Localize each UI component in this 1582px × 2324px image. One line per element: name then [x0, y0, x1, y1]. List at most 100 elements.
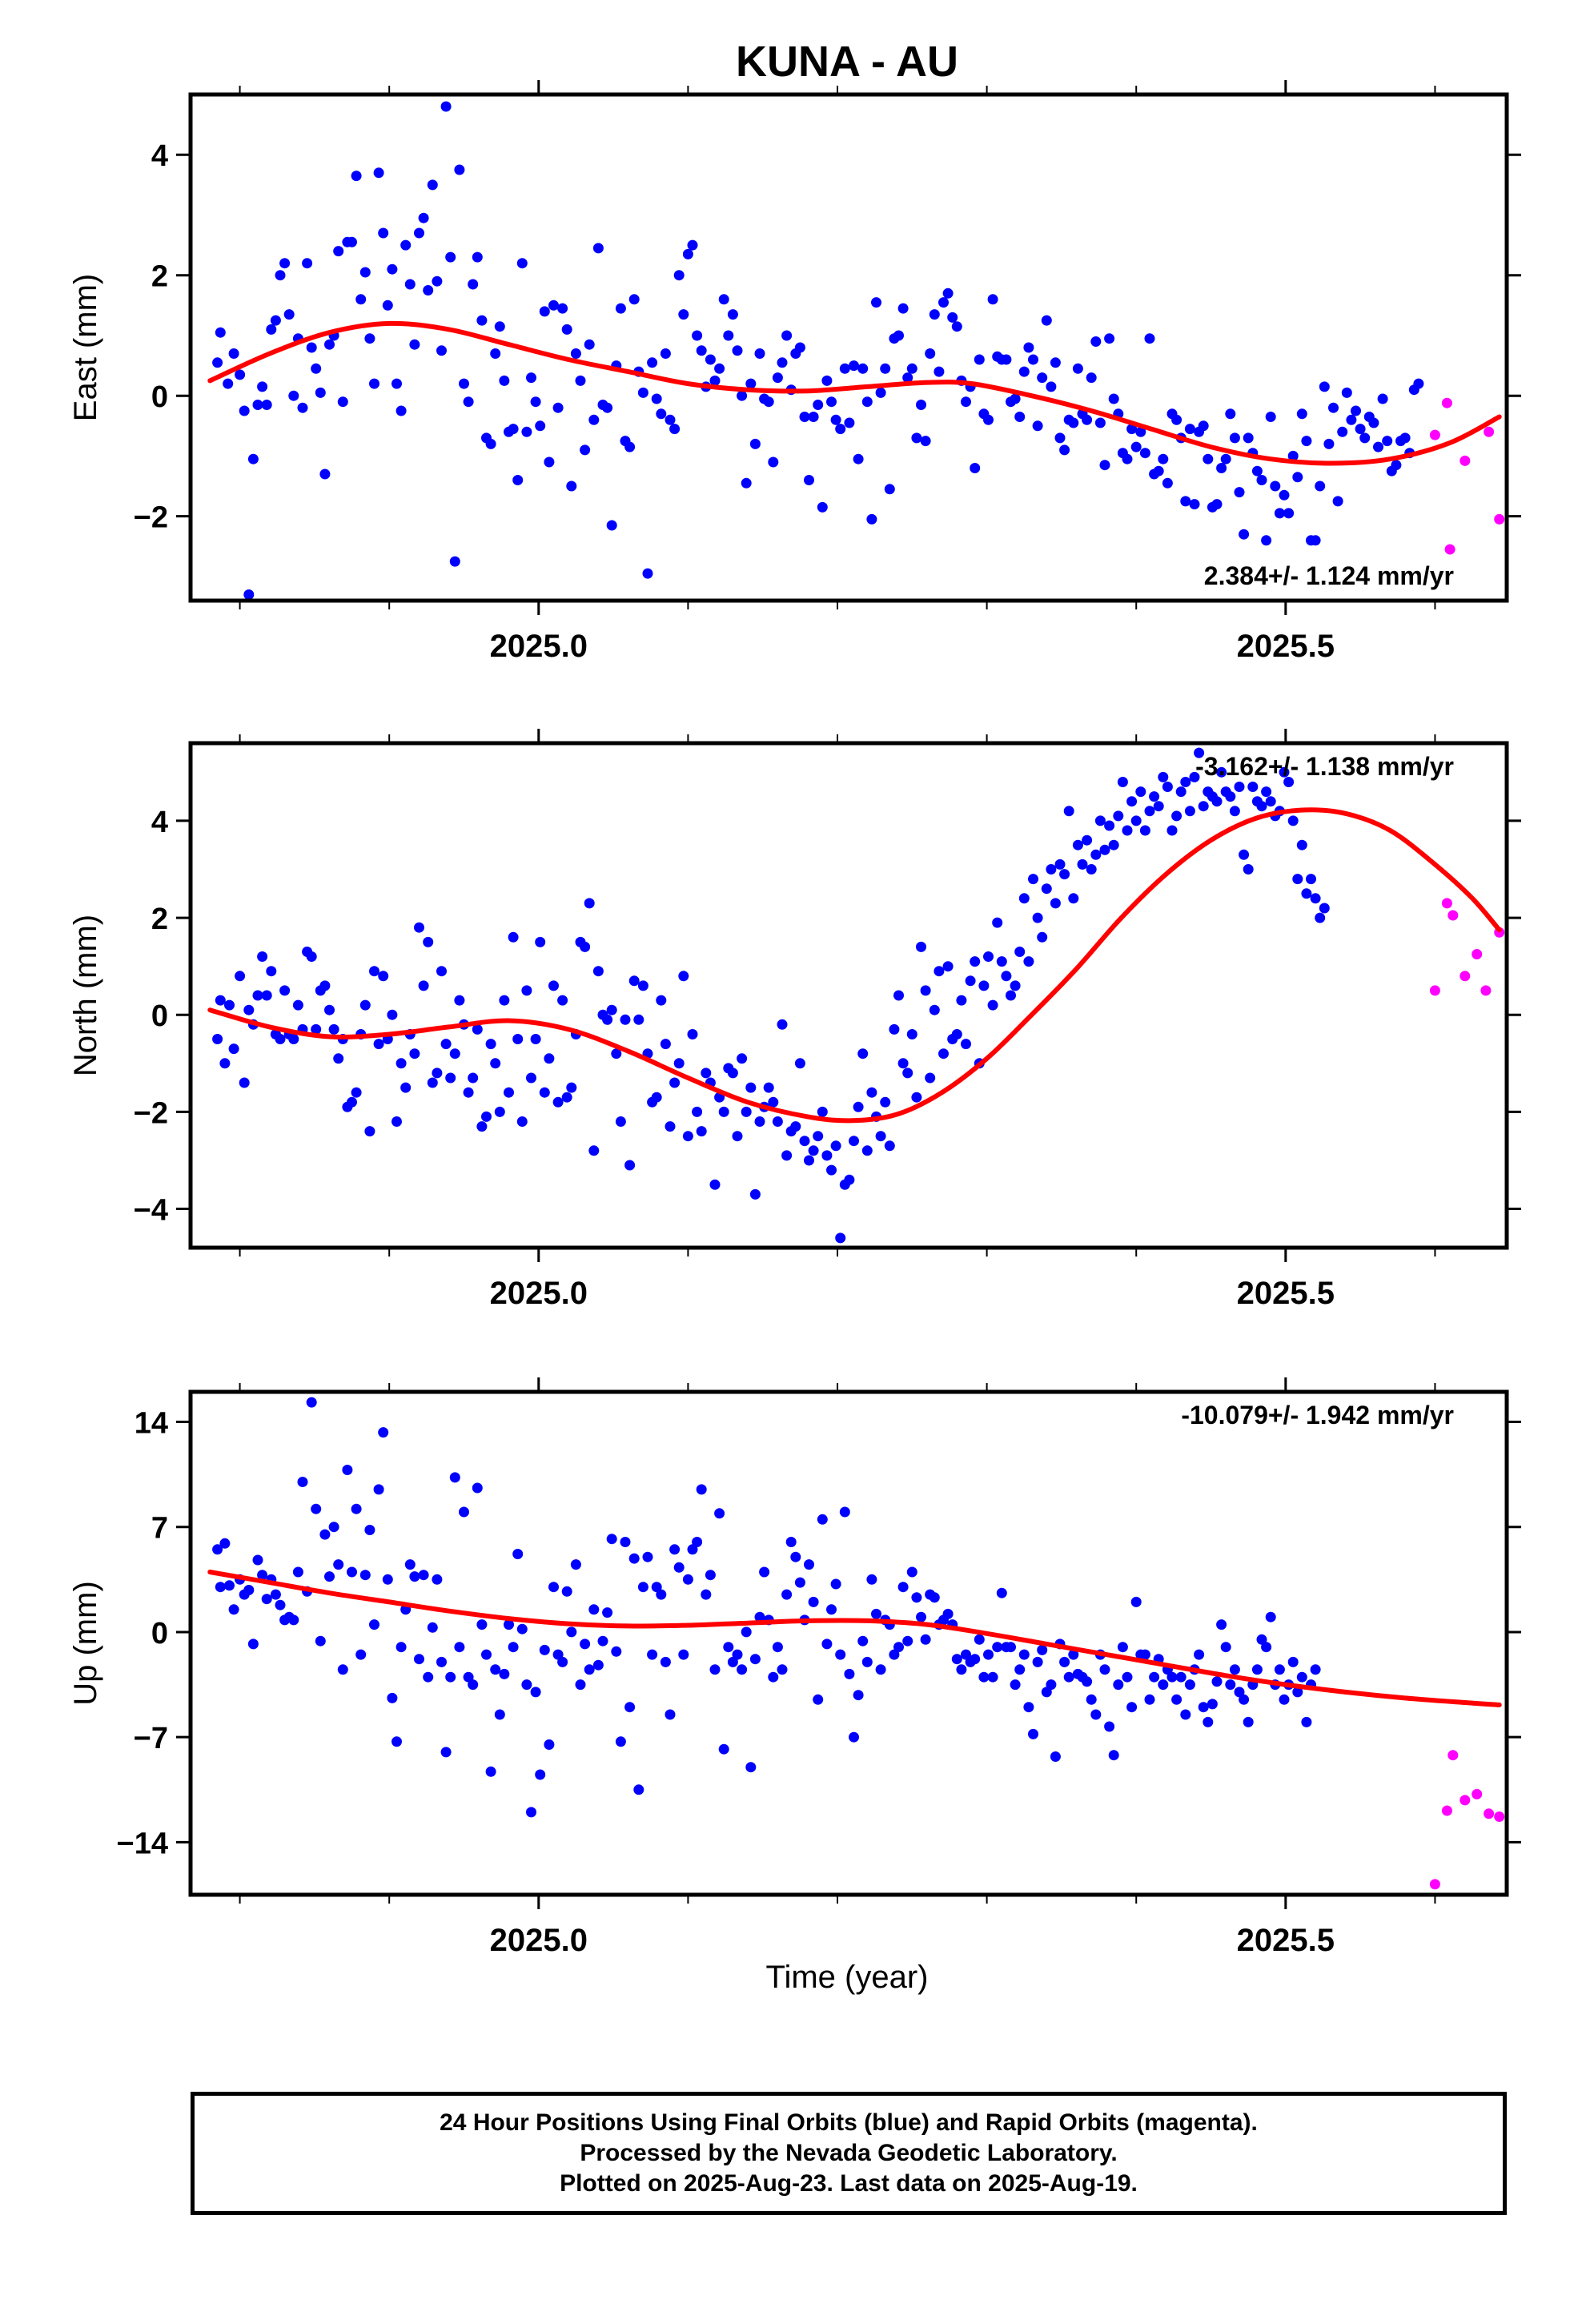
- up-final-point: [651, 1582, 662, 1593]
- up-final-point: [324, 1571, 335, 1582]
- up-final-point: [224, 1580, 235, 1591]
- up-final-point: [315, 1635, 326, 1647]
- up-final-point: [1166, 1671, 1178, 1683]
- x-axis-label: Time (year): [766, 1960, 929, 1995]
- north-final-point: [1315, 912, 1326, 923]
- north-final-point: [745, 1082, 757, 1093]
- up-final-point: [1207, 1699, 1218, 1710]
- east-final-point: [319, 468, 331, 480]
- east-final-point: [768, 456, 779, 468]
- up-final-point: [1032, 1656, 1043, 1667]
- up-final-point: [570, 1559, 581, 1570]
- east-final-point: [656, 408, 667, 420]
- north-final-point: [418, 980, 429, 991]
- north-final-point: [275, 1034, 286, 1044]
- up-final-point: [911, 1592, 922, 1603]
- up-final-point: [956, 1664, 967, 1675]
- east-final-point: [682, 248, 693, 259]
- north-final-point: [1310, 893, 1321, 904]
- north-final-point: [938, 1048, 949, 1059]
- east-final-point: [215, 327, 226, 338]
- east-final-point: [1296, 408, 1307, 420]
- north-final-point: [1306, 874, 1316, 885]
- up-final-point: [970, 1654, 981, 1665]
- east-final-point: [1315, 480, 1326, 492]
- east-final-point: [548, 300, 559, 311]
- east-final-point: [1018, 366, 1030, 377]
- east-final-point: [628, 294, 640, 305]
- up-final-point: [1149, 1671, 1160, 1683]
- east-final-point: [1158, 453, 1169, 464]
- footer-line-1: 24 Hour Positions Using Final Orbits (bl…: [440, 2109, 1258, 2136]
- up-final-point: [499, 1668, 510, 1679]
- north-final-point: [665, 1121, 676, 1132]
- north-final-point: [328, 1023, 339, 1035]
- north-final-point: [592, 966, 604, 977]
- up-final-point: [723, 1642, 734, 1653]
- east-final-point: [920, 436, 931, 447]
- east-final-point: [826, 396, 837, 408]
- up-final-point: [584, 1664, 595, 1675]
- north-final-point: [1086, 864, 1097, 875]
- up-final-point: [494, 1709, 505, 1720]
- east-final-point: [1377, 393, 1388, 404]
- east-final-point: [606, 520, 617, 531]
- up-final-point: [1301, 1716, 1312, 1727]
- east-final-point: [849, 360, 859, 372]
- east-final-point: [418, 212, 429, 223]
- north-final-point: [1130, 815, 1142, 826]
- up-final-point: [544, 1739, 555, 1750]
- east-final-point: [602, 402, 613, 413]
- north-final-point: [1292, 874, 1303, 885]
- north-final-point: [432, 1068, 443, 1079]
- east-final-point: [459, 378, 469, 389]
- up-final-point: [929, 1592, 940, 1603]
- north-final-point: [1198, 801, 1209, 812]
- up-final-point: [844, 1668, 855, 1679]
- north-final-point: [1171, 810, 1182, 822]
- east-final-point: [270, 315, 281, 326]
- up-final-point: [378, 1427, 389, 1438]
- north-final-point: [835, 1232, 846, 1244]
- up-final-point: [620, 1537, 631, 1547]
- north-final-point: [628, 975, 640, 987]
- east-final-point: [445, 251, 456, 263]
- north-final-point: [1194, 747, 1205, 758]
- up-final-point: [215, 1582, 226, 1593]
- east-final-point: [987, 294, 998, 305]
- east-final-point: [521, 426, 532, 437]
- north-final-point: [266, 966, 277, 977]
- north-final-point: [580, 941, 591, 952]
- north-final-point: [1234, 782, 1245, 792]
- north-final-point: [813, 1131, 824, 1142]
- east-final-point: [364, 333, 375, 344]
- up-final-point: [1099, 1664, 1110, 1675]
- north-final-point: [1283, 777, 1295, 787]
- east-final-point: [261, 400, 272, 410]
- north-final-point: [1261, 786, 1272, 798]
- north-final-point: [709, 1179, 721, 1190]
- north-final-point: [588, 1145, 600, 1156]
- east-final-point: [472, 251, 483, 263]
- east-final-point: [884, 484, 895, 495]
- up-final-point: [902, 1635, 913, 1647]
- east-final-point: [454, 164, 465, 175]
- north-y-tick-label: 2: [151, 903, 168, 936]
- east-final-point: [1189, 499, 1200, 510]
- up-final-point: [1261, 1642, 1272, 1653]
- north-final-point: [261, 990, 272, 1001]
- up-final-point: [404, 1559, 416, 1570]
- north-final-point: [252, 990, 263, 1001]
- east-final-point: [1180, 496, 1191, 507]
- north-final-point: [1180, 777, 1191, 787]
- east-final-point: [400, 239, 412, 251]
- east-rapid-point: [1494, 513, 1505, 525]
- north-final-point: [454, 995, 465, 1006]
- up-final-point: [996, 1587, 1007, 1598]
- east-final-point: [212, 357, 223, 368]
- east-final-point: [588, 414, 600, 425]
- north-final-point: [1104, 820, 1115, 831]
- north-final-point: [768, 1096, 779, 1108]
- up-final-point: [817, 1514, 828, 1525]
